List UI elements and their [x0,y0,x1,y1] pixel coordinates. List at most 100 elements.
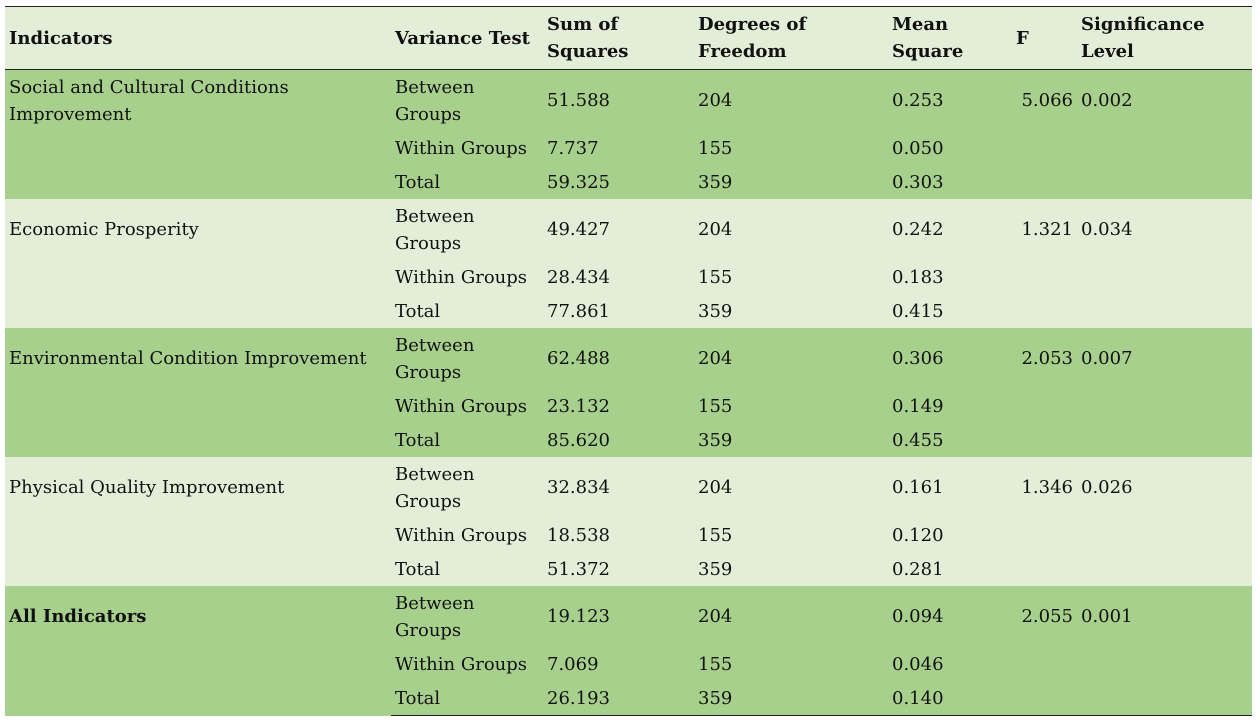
mean-square-cell: 0.149 [888,389,1012,423]
significance-cell [1077,518,1252,552]
significance-cell [1077,131,1252,165]
degrees-of-freedom-cell: 359 [694,423,888,457]
mean-square-cell: 0.120 [888,518,1012,552]
degrees-of-freedom-cell: 155 [694,389,888,423]
significance-cell: 0.007 [1077,328,1252,389]
f-value-cell [1012,389,1077,423]
significance-cell [1077,552,1252,586]
sum-of-squares-cell: 51.588 [543,69,694,131]
significance-cell [1077,260,1252,294]
sum-of-squares-cell: 51.372 [543,552,694,586]
degrees-of-freedom-cell: 204 [694,586,888,647]
degrees-of-freedom-cell: 204 [694,199,888,260]
indicator-group-social-cultural: Social and Cultural Conditions Improveme… [5,69,1252,199]
table-row: Physical Quality Improvement Between Gro… [5,457,1252,586]
sum-of-squares-cell: 62.488 [543,328,694,389]
mean-square-cell: 0.094 [888,586,1012,647]
sum-of-squares-cell: 7.737 [543,131,694,165]
indicator-name: Social and Cultural Conditions Improveme… [5,69,391,199]
indicator-name: Environmental Condition Improvement [5,328,391,457]
f-value-cell: 2.055 [1012,586,1077,647]
sum-of-squares-cell: 26.193 [543,681,694,716]
degrees-of-freedom-cell: 155 [694,260,888,294]
table-row: Environmental Condition Improvement Betw… [5,328,1252,457]
significance-cell: 0.002 [1077,69,1252,131]
variance-test-cell: Within Groups [391,518,543,552]
table-row: Within Groups 28.434 155 0.183 [5,260,1252,294]
mean-square-cell: 0.306 [888,328,1012,389]
f-value-cell: 5.066 [1012,69,1077,131]
mean-square-cell: 0.046 [888,647,1012,681]
degrees-of-freedom-cell: 204 [694,457,888,518]
degrees-of-freedom-cell: 204 [694,69,888,131]
table-row: Total 59.325 359 0.303 [5,165,1252,199]
mean-square-cell: 0.242 [888,199,1012,260]
f-value-cell: 1.346 [1012,457,1077,518]
variance-test-cell: Total [391,294,543,328]
sum-of-squares-cell: 77.861 [543,294,694,328]
variance-test-cell: Within Groups [391,131,543,165]
table-row: Within Groups 7.069 155 0.046 [5,647,1252,681]
f-value-cell [1012,552,1077,586]
sum-of-squares-cell: 28.434 [543,260,694,294]
f-value-cell: 2.053 [1012,328,1077,389]
mean-square-cell: 0.253 [888,69,1012,131]
f-value-cell [1012,294,1077,328]
table-row: Within Groups 18.538 155 0.120 [5,518,1252,552]
sum-of-squares-cell: 59.325 [543,165,694,199]
significance-cell: 0.034 [1077,199,1252,260]
indicator-group-physical: Physical Quality Improvement Between Gro… [5,457,1252,586]
indicator-name: All Indicators [5,586,391,716]
degrees-of-freedom-cell: 204 [694,328,888,389]
header-indicators: Indicators [5,6,391,70]
sum-of-squares-cell: 7.069 [543,647,694,681]
table-row: Total 26.193 359 0.140 [5,681,1252,716]
header-significance-level: Significance Level [1077,6,1252,70]
table-row: All Indicators Between Groups 19.123 204… [5,586,1252,716]
header-sum-of-squares: Sum of Squares [543,6,694,70]
mean-square-cell: 0.281 [888,552,1012,586]
f-value-cell [1012,647,1077,681]
table-row: Total 51.372 359 0.281 [5,552,1252,586]
mean-square-cell: 0.050 [888,131,1012,165]
table-header: Indicators Variance Test Sum of Squares … [5,6,1252,70]
sum-of-squares-cell: 18.538 [543,518,694,552]
variance-test-cell: Between Groups [391,586,543,647]
degrees-of-freedom-cell: 155 [694,518,888,552]
mean-square-cell: 0.415 [888,294,1012,328]
degrees-of-freedom-cell: 359 [694,552,888,586]
significance-cell: 0.001 [1077,586,1252,647]
variance-test-cell: Between Groups [391,328,543,389]
sum-of-squares-cell: 85.620 [543,423,694,457]
significance-cell [1077,389,1252,423]
mean-square-cell: 0.161 [888,457,1012,518]
mean-square-cell: 0.303 [888,165,1012,199]
table-row: Within Groups 23.132 155 0.149 [5,389,1252,423]
indicator-group-environmental: Environmental Condition Improvement Betw… [5,328,1252,457]
table-row: Economic Prosperity Between Groups 49.42… [5,199,1252,328]
significance-cell [1077,294,1252,328]
header-degrees-of-freedom: Degrees of Freedom [694,6,888,70]
anova-table: Indicators Variance Test Sum of Squares … [5,6,1252,716]
header-mean-square: Mean Square [888,6,1012,70]
sum-of-squares-cell: 32.834 [543,457,694,518]
table-row: Total 77.861 359 0.415 [5,294,1252,328]
f-value-cell [1012,423,1077,457]
indicator-name: Physical Quality Improvement [5,457,391,586]
f-value-cell [1012,260,1077,294]
header-variance-test: Variance Test [391,6,543,70]
mean-square-cell: 0.455 [888,423,1012,457]
significance-cell [1077,423,1252,457]
mean-square-cell: 0.140 [888,681,1012,716]
header-f: F [1012,6,1077,70]
indicator-group-all: All Indicators Between Groups 19.123 204… [5,586,1252,716]
sum-of-squares-cell: 49.427 [543,199,694,260]
indicator-name: Economic Prosperity [5,199,391,328]
table-row: Social and Cultural Conditions Improveme… [5,69,1252,199]
table-row: Total 85.620 359 0.455 [5,423,1252,457]
f-value-cell: 1.321 [1012,199,1077,260]
variance-test-cell: Within Groups [391,260,543,294]
f-value-cell [1012,681,1077,716]
degrees-of-freedom-cell: 155 [694,647,888,681]
variance-test-cell: Within Groups [391,389,543,423]
